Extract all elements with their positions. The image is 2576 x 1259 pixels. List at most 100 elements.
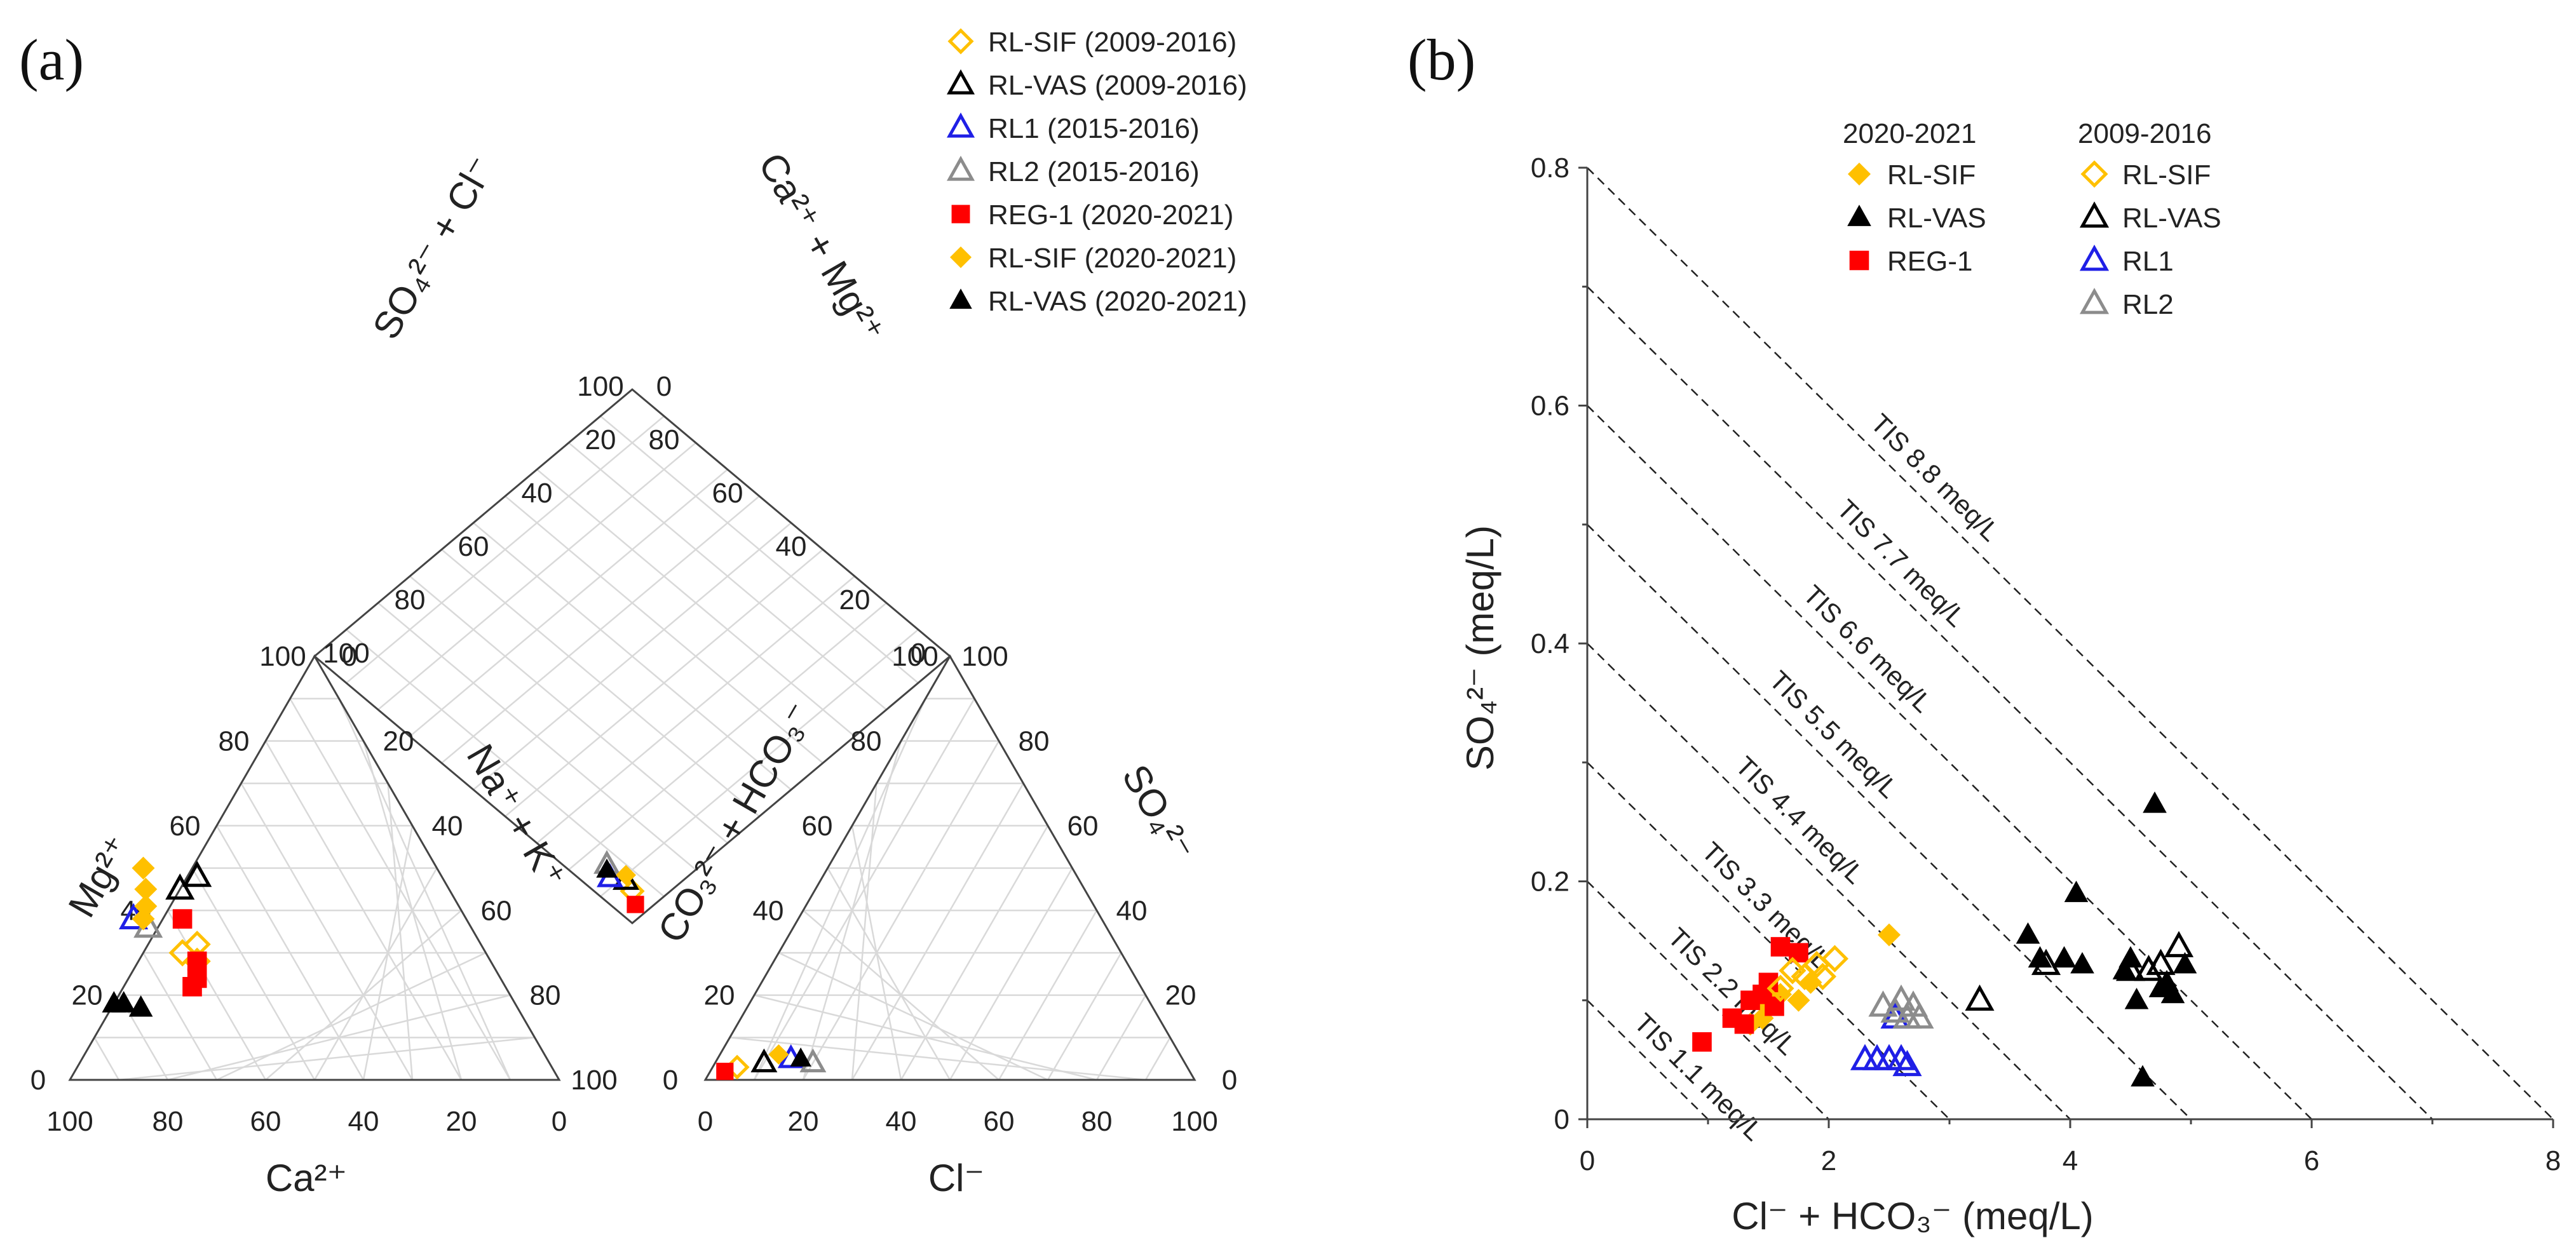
- piper-legend-label: REG-1 (2020-2021): [988, 199, 1233, 231]
- x-tick-label: 0: [1580, 1145, 1595, 1176]
- cation-left-tick: 20: [72, 980, 103, 1011]
- scatter-point: [2052, 946, 2077, 968]
- scatter-point: [1886, 984, 1916, 1011]
- anion-left-tick: 100: [891, 641, 938, 672]
- piper-legend-marker: [946, 156, 975, 181]
- anion-grid-line: [778, 952, 1048, 1081]
- scatter-legend-label: REG-1: [1887, 246, 1972, 277]
- anion-triangle-outline: [703, 654, 1196, 1081]
- piper-cation-point: [132, 856, 155, 880]
- scatter-point: [1965, 984, 1995, 1011]
- scatter-point: [1862, 1044, 1892, 1070]
- panel-a-label: (a): [19, 27, 84, 92]
- y-tick-label: 0.6: [1531, 391, 1569, 422]
- diamond-grid-line: [536, 469, 855, 737]
- scatter-legend-label: RL-VAS: [1887, 203, 1986, 234]
- tis-line: [1587, 286, 2433, 1120]
- anion-left-tick: 40: [753, 895, 784, 926]
- y-tick-label: 0.2: [1531, 866, 1569, 898]
- diamond-left-tick: 100: [577, 371, 623, 402]
- scatter-point: [1868, 990, 1898, 1017]
- piper-legend-label: RL-SIF (2009-2016): [988, 27, 1237, 58]
- cation-bottom-tick: 60: [250, 1106, 281, 1137]
- x-tick-label: 8: [2545, 1145, 2561, 1176]
- anion-grid-line: [998, 910, 1098, 1081]
- scatter-point: [2160, 981, 2185, 1004]
- diamond-left-tick: 40: [776, 531, 807, 562]
- scatter-legend-marker: [2079, 245, 2110, 271]
- cation-left-tick: 80: [219, 726, 250, 757]
- cation-right-tick: 40: [432, 811, 463, 842]
- scatter-point: [2146, 948, 2176, 975]
- cation-grid-line: [118, 1037, 535, 1081]
- scatter-point: [1779, 957, 1807, 985]
- piper-legend-marker: [946, 112, 975, 138]
- scatter-point: [2124, 987, 2149, 1009]
- diamond-left-tick: 0: [911, 638, 926, 669]
- scatter-legend-label: RL-VAS: [2122, 203, 2221, 234]
- scatter-point: [2031, 948, 2061, 975]
- scatter-legend-marker: [2080, 160, 2108, 188]
- diamond-left-tick: 20: [839, 584, 871, 616]
- diamond-right-tick: 80: [395, 584, 426, 616]
- anion-right-tick: 100: [961, 641, 1008, 672]
- scatter-legend-title: 2009-2016: [2078, 118, 2211, 149]
- scatter-tick-labels: 0 2 4 6 8 0 0.2 0.4 0.6 0.8: [1531, 152, 2561, 1176]
- piper-legend-label: RL-SIF (2020-2021): [988, 243, 1237, 274]
- piper-grid: [93, 415, 1171, 1081]
- scatter-legend-label: RL-SIF: [2122, 159, 2211, 191]
- scatter-y-axis-label: SO₄²⁻ (meq/L): [1459, 525, 1502, 771]
- anion-right-tick: 40: [1116, 895, 1148, 926]
- tis-label: TIS 6.6 meq/L: [1798, 579, 1938, 718]
- anion-bottom-tick: 100: [1171, 1106, 1217, 1137]
- scatter-point: [1892, 1049, 1922, 1077]
- scatter-point: [2131, 1065, 2155, 1087]
- scatter-point: [2134, 955, 2164, 981]
- piper-legend-marker: [949, 288, 972, 309]
- diamond-grid-line: [505, 495, 824, 764]
- piper-legend-label: RL2 (2015-2016): [988, 156, 1200, 187]
- anion-grid-line: [729, 1037, 1146, 1081]
- piper-data-points: [102, 850, 827, 1081]
- diamond-right-tick: 20: [585, 424, 616, 455]
- scatter-point: [1886, 1044, 1916, 1070]
- tis-line: [1587, 523, 2192, 1120]
- scatter-point: [1692, 1032, 1712, 1052]
- cation-grid-line: [191, 867, 316, 1081]
- anion-left-tick: 80: [851, 726, 882, 757]
- diamond-outline: [313, 388, 952, 925]
- scatter-point: [2164, 931, 2194, 957]
- piper-legend-label: RL-VAS (2020-2021): [988, 286, 1247, 317]
- scatter-point: [1904, 1002, 1934, 1029]
- scatter-point: [2016, 922, 2040, 944]
- cation-grid-line: [167, 994, 511, 1081]
- scatter-point: [2143, 791, 2167, 813]
- tis-line: [1587, 405, 2312, 1120]
- diamond-grid-line: [441, 495, 760, 764]
- cation-bottom-tick: 0: [552, 1106, 567, 1137]
- cation-triangle-outline: [68, 654, 561, 1081]
- piper-cation-point: [132, 907, 155, 931]
- diamond-left-tick: 80: [649, 424, 680, 455]
- cation-right-tick: 20: [383, 726, 414, 757]
- anion-grid-line: [1095, 995, 1147, 1081]
- anion-right-tick: 0: [1222, 1065, 1237, 1096]
- scatter-point: [1766, 974, 1794, 1002]
- y-tick-label: 0.8: [1531, 152, 1569, 184]
- piper-legend-label: RL1 (2015-2016): [988, 113, 1200, 144]
- piper-diamond-point: [616, 865, 636, 885]
- cation-grid-line: [240, 783, 414, 1081]
- cation-grid-line: [166, 910, 267, 1081]
- diamond-left-axis-label: SO₄²⁻ + Cl⁻: [364, 149, 503, 346]
- piper-anion-point: [750, 1048, 778, 1073]
- scatter-point: [1770, 937, 1791, 957]
- cation-bottom-tick: 100: [46, 1106, 93, 1137]
- scatter-legend-marker: [1849, 250, 1869, 271]
- scatter-legend-marker: [1847, 205, 1871, 226]
- diamond-right-axis-label: Ca²⁺ + Mg²⁺: [750, 145, 893, 349]
- diamond-grid-line: [377, 442, 696, 711]
- anion-left-tick: 60: [802, 811, 833, 842]
- scatter-legend-marker: [1848, 163, 1871, 185]
